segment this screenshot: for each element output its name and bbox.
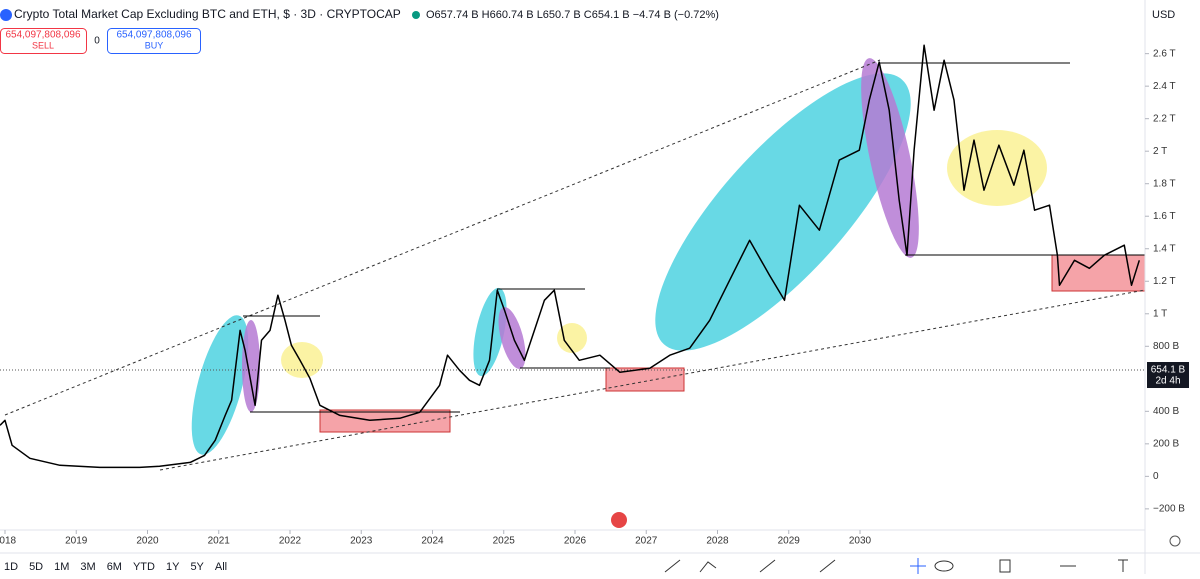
x-tick-label: 2025 [493, 536, 516, 547]
trend-line [159, 289, 1146, 471]
zone [319, 409, 451, 433]
ellipse [473, 287, 507, 377]
sell-price[interactable]: 654,097,808,096 [5, 30, 81, 41]
y-tick-label: 1 T [1153, 308, 1167, 319]
y-tick-label: 400 B [1153, 406, 1179, 417]
sell-button[interactable] [0, 28, 87, 54]
y-tick-label: 2.6 T [1153, 48, 1176, 59]
ellipse [498, 306, 526, 370]
tool-icon[interactable] [1118, 559, 1128, 572]
y-tick-label: 1.2 T [1153, 276, 1176, 287]
timeframe-button[interactable]: YTD [133, 561, 155, 573]
status-dot [412, 11, 420, 19]
y-tick-label: −200 B [1153, 504, 1185, 515]
ellipse [242, 320, 260, 412]
tool-icon[interactable] [699, 561, 717, 573]
sell-label[interactable]: SELL [32, 40, 54, 50]
buy-price[interactable]: 654,097,808,096 [116, 30, 192, 41]
tool-icon[interactable] [759, 559, 776, 573]
ellipse [281, 342, 323, 378]
y-tick-label: 2.4 T [1153, 81, 1176, 92]
tool-icon[interactable] [819, 559, 836, 573]
timeframe-button[interactable]: 3M [80, 561, 95, 573]
x-tick-label: 2026 [564, 536, 587, 547]
y-tick-label: 0 [1153, 471, 1159, 482]
timeframe-button[interactable]: 1Y [166, 561, 180, 573]
timeframe-button[interactable]: 1D [4, 561, 18, 573]
x-tick-label: 2018 [0, 536, 17, 547]
timeframe-button[interactable]: 5D [29, 561, 43, 573]
x-tick-label: 2023 [350, 536, 373, 547]
timeframe-button[interactable]: All [215, 561, 227, 573]
x-tick-label: 2022 [279, 536, 302, 547]
timeframe-button[interactable]: 5Y [190, 561, 204, 573]
y-tick-label: 800 B [1153, 341, 1179, 352]
ellipse [191, 315, 249, 455]
x-tick-label: 2029 [778, 536, 801, 547]
x-tick-label: 2020 [136, 536, 159, 547]
x-tick-label: 2030 [849, 536, 872, 547]
event-icon[interactable] [611, 512, 627, 528]
countdown: 2d 4h [1155, 376, 1180, 387]
x-tick-label: 2028 [706, 536, 729, 547]
drawing-toolbar [664, 558, 1128, 574]
x-tick-label: 2024 [421, 536, 444, 547]
price-label: 654.1 B [1151, 365, 1186, 376]
ohlc: O657.74 B H660.74 B L650.7 B C654.1 B −4… [426, 9, 719, 21]
ellipse [861, 58, 919, 258]
timeframe-button[interactable]: 6M [107, 561, 122, 573]
spread: 0 [94, 36, 100, 47]
timeframe-button[interactable]: 1M [54, 561, 69, 573]
symbol-icon [0, 9, 12, 21]
ellipse [655, 73, 911, 351]
currency[interactable]: USD [1152, 9, 1175, 21]
price-tag [1147, 362, 1189, 389]
x-tick-label: 2021 [208, 536, 231, 547]
price-line [0, 44, 1141, 469]
x-tick-label: 2027 [635, 536, 658, 547]
y-tick-label: 1.4 T [1153, 243, 1176, 254]
drawings [4, 58, 1146, 471]
buy-button[interactable] [107, 28, 201, 54]
tool-icon[interactable] [999, 559, 1011, 573]
trend-line [4, 59, 881, 416]
symbol-title[interactable]: Crypto Total Market Cap Excluding BTC an… [14, 7, 401, 21]
y-tick-label: 200 B [1153, 438, 1179, 449]
buy-label[interactable]: BUY [145, 40, 164, 50]
y-tick-label: 2.2 T [1153, 113, 1176, 124]
ellipse [557, 323, 587, 353]
x-tick-label: 2019 [65, 536, 88, 547]
tool-icon[interactable] [934, 560, 954, 572]
settings-icon[interactable] [1169, 535, 1181, 547]
tool-icon[interactable] [664, 559, 681, 573]
zone [605, 367, 685, 392]
y-tick-label: 1.8 T [1153, 178, 1176, 189]
y-tick-label: 2 T [1153, 146, 1167, 157]
tool-icon[interactable] [910, 558, 926, 574]
y-tick-label: 1.6 T [1153, 211, 1176, 222]
